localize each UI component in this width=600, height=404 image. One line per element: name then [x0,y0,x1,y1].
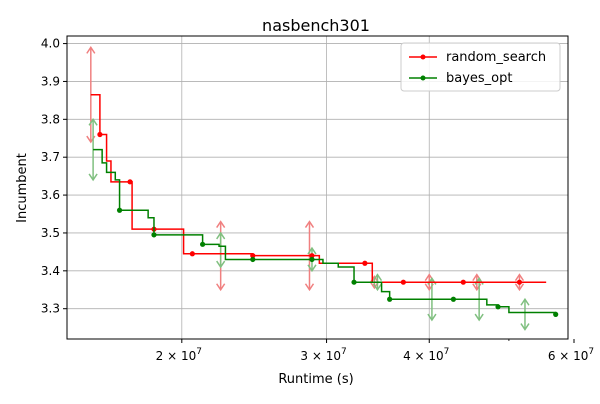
x-tick-label: 3 × 107 [300,347,346,363]
series-point-random-search [250,253,256,259]
chart-title: nasbench301 [262,16,370,35]
y-tick-label: 3.8 [41,112,60,126]
y-tick-label: 3.5 [41,226,60,240]
series-point-bayes-opt [450,296,457,302]
series-point-random-search [309,253,315,259]
series-point-bayes-opt [387,296,393,302]
series-point-random-search [516,279,523,285]
legend-marker-random-search [420,54,426,60]
error-cap-down [304,283,315,292]
series-point-bayes-opt [553,311,559,317]
series-point-random-search [127,179,133,185]
axis-ticks: 3.3 3.4 3.5 3.6 3.7 3.8 3.9 4.0 2 × 107 3 × 107 4 … [41,37,594,363]
y-tick-label: 3.3 [41,302,60,316]
x-axis-label: Runtime (s) [278,372,353,387]
series-lines [90,93,559,317]
x-tick-label: 4 × 107 [403,347,449,363]
error-cap-down [88,173,98,182]
error-cap-down [372,283,383,292]
series-point-random-search [97,131,103,138]
error-cap-down [307,264,317,273]
error-cap-down [216,260,226,269]
error-cap-down [216,283,226,292]
legend: random_search bayes_opt [400,42,561,92]
series-point-bayes-opt [351,279,357,285]
error-cap-down [427,313,437,322]
error-cap-down [474,313,484,322]
y-tick-label: 4.0 [41,37,60,51]
error-cap-down [514,283,525,292]
error-cap-up [216,220,226,229]
error-cap-up [88,117,98,126]
legend-label-random-search: random_search [446,50,546,65]
y-tick-label: 3.9 [41,74,60,88]
series-point-bayes-opt [116,207,123,213]
x-tick-label: 2 × 107 [156,347,202,363]
y-tick-label: 3.4 [41,264,60,278]
series-point-bayes-opt [151,232,157,238]
series-point-random-search [189,251,195,257]
x-tick-label: 6 × 107 [548,347,594,363]
series-line-bayes-opt [93,148,557,315]
y-tick-label: 3.7 [41,150,60,164]
error-cap-up [216,231,226,240]
series-point-random-search [362,260,368,266]
series-line-random-search [90,93,547,283]
error-cap-up [304,220,315,229]
error-cap-up [520,297,530,306]
series-point-random-search [460,279,466,285]
plot-frame [66,35,569,340]
series-point-bayes-opt [309,256,315,263]
series-point-random-search [400,279,406,285]
y-axis-label: Incumbent [15,153,30,223]
error-cap-up [372,273,383,282]
error-cap-up [514,273,525,282]
legend-box [400,42,561,92]
legend-marker-bayes-opt [420,75,426,81]
error-cap-up [86,46,96,54]
series-point-bayes-opt [200,241,206,247]
y-tick-label: 3.6 [41,188,60,202]
legend-label-bayes-opt: bayes_opt [446,71,513,86]
series-point-bayes-opt [250,256,256,263]
error-cap-down [520,323,530,331]
series-point-bayes-opt [495,304,501,310]
error-cap-up [307,246,317,255]
